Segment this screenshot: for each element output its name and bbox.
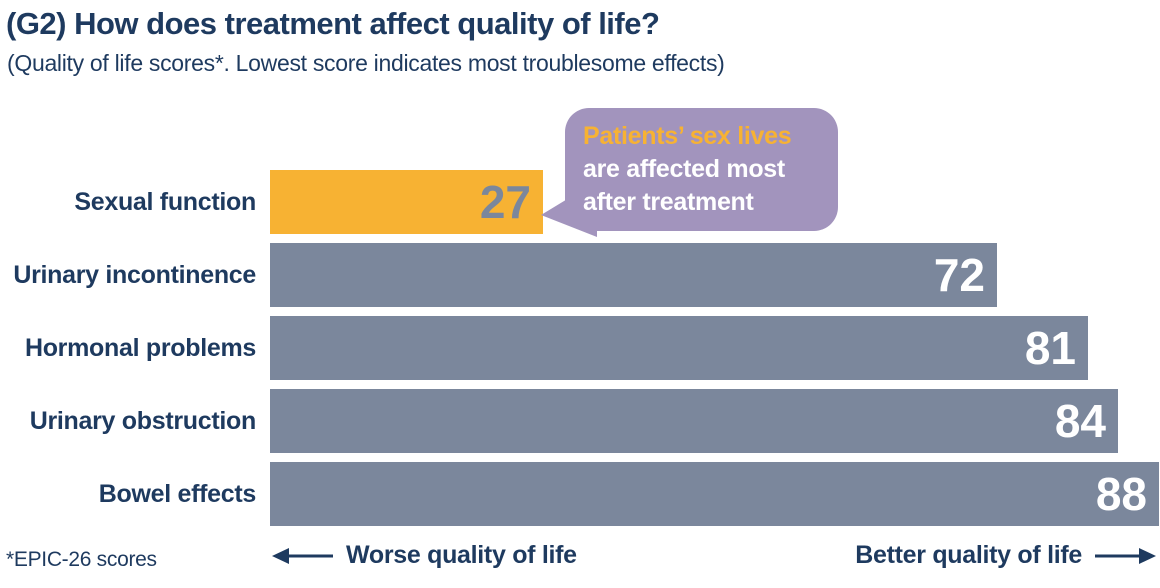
right-arrow-icon (1095, 547, 1156, 564)
callout-bubble: Patients’ sex lives are affected most af… (565, 108, 838, 231)
value-label: 81 (1024, 322, 1076, 374)
bar-urinary-obstruction: 84 (270, 389, 1118, 453)
axis-direction-worse: Worse quality of life (272, 541, 577, 570)
bar-row: Sexual function 27 (0, 170, 1160, 234)
bar-row: Urinary obstruction 84 (0, 389, 1160, 453)
value-label: 84 (1054, 395, 1106, 447)
bar-urinary-incontinence: 72 (270, 243, 997, 307)
category-label-hormonal-problems: Hormonal problems (24, 333, 256, 362)
left-arrow-icon (272, 547, 333, 564)
bar-row: Hormonal problems 81 (0, 316, 1160, 380)
bar-row: Bowel effects 88 (0, 462, 1160, 526)
axis-better-label: Better quality of life (855, 541, 1082, 569)
value-label: 72 (933, 249, 985, 301)
category-label-bowel-effects: Bowel effects (98, 479, 257, 508)
bar-bowel-effects: 88 (270, 462, 1159, 526)
category-label-sexual-function: Sexual function (74, 187, 256, 216)
category-label-urinary-incontinence: Urinary incontinence (13, 260, 256, 289)
bar-row: Urinary incontinence 72 (0, 243, 1160, 307)
callout-text-line2: are affected most (583, 155, 785, 183)
page-subtitle: (Quality of life scores*. Lowest score i… (7, 50, 725, 76)
category-label-urinary-obstruction: Urinary obstruction (29, 406, 257, 435)
axis-worse-label: Worse quality of life (346, 541, 577, 569)
footnote: *EPIC-26 scores (6, 548, 157, 571)
callout-text-line3: after treatment (583, 188, 754, 216)
bar-sexual-function: 27 (270, 170, 543, 234)
bar-hormonal-problems: 81 (270, 316, 1088, 380)
axis-direction-better: Better quality of life (855, 541, 1156, 570)
value-label: 88 (1095, 468, 1147, 520)
bar-chart: Sexual function 27 Urinary incontinence … (0, 170, 1160, 535)
page-title: (G2) How does treatment affect quality o… (6, 6, 660, 41)
value-label: 27 (479, 176, 531, 228)
callout-highlight-text: Patients’ sex lives (583, 122, 792, 150)
